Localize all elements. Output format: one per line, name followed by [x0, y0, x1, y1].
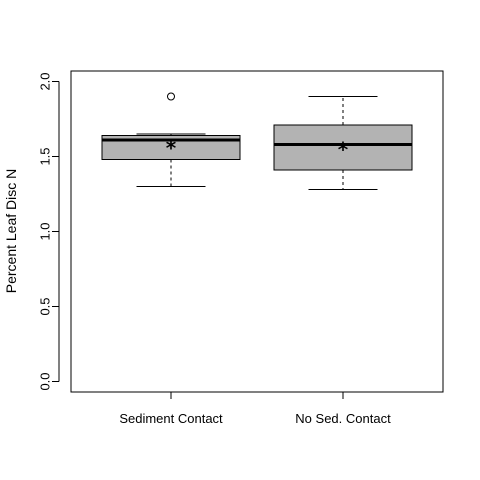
x-axis: Sediment Contact No Sed. Contact — [119, 391, 391, 426]
x-tick-label: No Sed. Contact — [295, 411, 391, 426]
y-tick-label: 0.5 — [37, 297, 52, 315]
y-axis-title: Percent Leaf Disc N — [3, 169, 19, 294]
y-tick-label: 0.0 — [37, 372, 52, 390]
x-tick-label: Sediment Contact — [119, 411, 223, 426]
box-group: * * — [101, 92, 413, 190]
box-1: * — [273, 96, 413, 190]
y-tick-label: 1.5 — [37, 147, 52, 165]
box-0: * — [101, 92, 241, 187]
y-tick-label: 1.0 — [37, 222, 52, 240]
plot-frame — [70, 70, 444, 393]
mean-marker: * — [338, 138, 349, 162]
outlier-point — [167, 92, 175, 101]
iqr-box — [273, 124, 413, 171]
y-tick-label: 2.0 — [37, 72, 52, 90]
y-axis: 0.0 0.5 1.0 1.5 2.0 — [37, 72, 60, 391]
mean-marker: * — [166, 136, 177, 160]
